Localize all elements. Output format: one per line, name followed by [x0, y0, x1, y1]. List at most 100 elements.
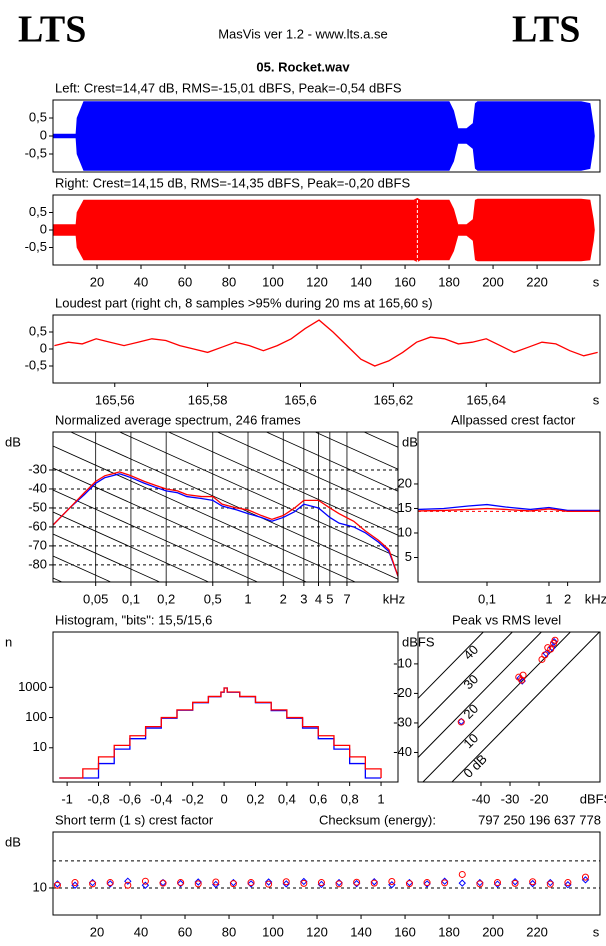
x-tick-label: 165,6 [284, 392, 317, 407]
x-tick-label: 140 [350, 274, 372, 289]
x-tick-label: 180 [438, 924, 460, 939]
point [551, 636, 559, 644]
x-tick-label: 0,8 [341, 791, 359, 806]
plot-frame [52, 831, 601, 916]
point [546, 880, 554, 888]
plot-frame [52, 99, 601, 173]
logo: LTS [512, 9, 580, 51]
x-tick-label: -20 [530, 791, 549, 806]
point [194, 880, 202, 888]
crest-diagonal [418, 632, 543, 758]
plot-area [53, 860, 600, 889]
panel-title: Normalized average spectrum, 246 frames [55, 412, 301, 427]
plot-frame [52, 431, 399, 583]
point [212, 880, 220, 889]
y-tick-label: 0,5 [29, 323, 47, 338]
x-tick-label: 5 [326, 591, 333, 606]
y-tick-label: 10 [33, 739, 47, 754]
plot-frame [417, 631, 601, 783]
x-tick-label: -30 [501, 791, 520, 806]
x-tick-label: 0,2 [157, 591, 175, 606]
y-tick-label: 0 [40, 127, 47, 142]
plot-area [54, 319, 598, 367]
y-tick-label: -30 [28, 461, 47, 476]
y-axis-label: n [5, 634, 12, 649]
decor-line [69, 432, 398, 580]
crest-diagonal [418, 632, 514, 729]
diagonal-label: 10 [460, 730, 481, 751]
x-tick-label: 220 [526, 924, 548, 939]
x-tick-label: 0,05 [83, 591, 108, 606]
point [317, 880, 326, 889]
point [317, 879, 325, 887]
decor-line [118, 432, 398, 558]
y-tick-label: 0 [40, 340, 47, 355]
decor-line [53, 533, 161, 582]
x-tick-label: 140 [350, 924, 372, 939]
x-tick-label: 100 [262, 274, 284, 289]
x-tick-label: 200 [482, 924, 504, 939]
x-tick-label: 200 [482, 274, 504, 289]
decor-line [265, 432, 398, 492]
y-tick-label: -40 [28, 480, 47, 495]
point [300, 879, 308, 887]
crest-diagonal [418, 632, 485, 699]
decor-line [216, 432, 398, 514]
x-axis-unit: s [593, 274, 600, 289]
decor-line [167, 432, 398, 536]
point [177, 879, 185, 887]
crest-diagonal [451, 632, 600, 782]
histogram [59, 687, 382, 779]
x-tick-label: 60 [178, 924, 192, 939]
panel-title: Short term (1 s) crest factor [55, 812, 214, 827]
x-tick-label: 165,58 [188, 392, 228, 407]
waveform [53, 101, 595, 171]
x-tick-label: 20 [90, 924, 104, 939]
y-tick-label: 0,5 [29, 109, 47, 124]
y-tick-label: -40 [393, 744, 412, 759]
checksum-label: Checksum (energy): [319, 812, 436, 827]
y-tick-label: 0,5 [29, 204, 47, 219]
x-tick-label: -0,4 [150, 791, 172, 806]
x-axis-unit: kHz [585, 591, 606, 606]
point [229, 880, 237, 888]
x-tick-label: 40 [134, 274, 148, 289]
line [53, 473, 398, 577]
point [528, 879, 537, 888]
x-axis-unit: kHz [383, 591, 405, 606]
panel-title: Loudest part (right ch, 8 samples >95% d… [55, 295, 433, 310]
point [53, 881, 61, 889]
point [423, 879, 431, 887]
x-tick-label: -0,2 [181, 791, 203, 806]
x-tick-label: 20 [90, 274, 104, 289]
point [141, 881, 150, 889]
y-tick-label: 1000 [18, 679, 47, 694]
y-tick-label: 15 [398, 500, 412, 515]
plot-area [59, 687, 382, 779]
plot-area [53, 101, 595, 171]
y-tick-label: -0,5 [25, 357, 47, 372]
point [544, 644, 552, 652]
point [457, 717, 465, 726]
x-tick-label: 4 [315, 591, 322, 606]
x-axis-unit: dBFS [580, 791, 606, 806]
point [511, 879, 519, 887]
x-tick-label: 1 [545, 591, 552, 606]
point [335, 880, 343, 888]
x-tick-label: 0,1 [122, 591, 140, 606]
x-axis-unit: s [593, 924, 600, 939]
x-tick-label: 120 [306, 274, 328, 289]
point [581, 873, 589, 881]
x-tick-label: 0,4 [278, 791, 296, 806]
plot-frame [52, 314, 601, 384]
x-tick-label: 165,62 [373, 392, 413, 407]
x-tick-label: 80 [222, 274, 236, 289]
y-tick-label: 10 [33, 879, 47, 894]
y-tick-label: -20 [393, 685, 412, 700]
decor-line [314, 432, 398, 470]
x-tick-label: 0,1 [478, 591, 496, 606]
panel-title: Peak vs RMS level [452, 612, 561, 627]
point [388, 877, 396, 885]
x-tick-label: 3 [300, 591, 307, 606]
point [458, 879, 466, 887]
